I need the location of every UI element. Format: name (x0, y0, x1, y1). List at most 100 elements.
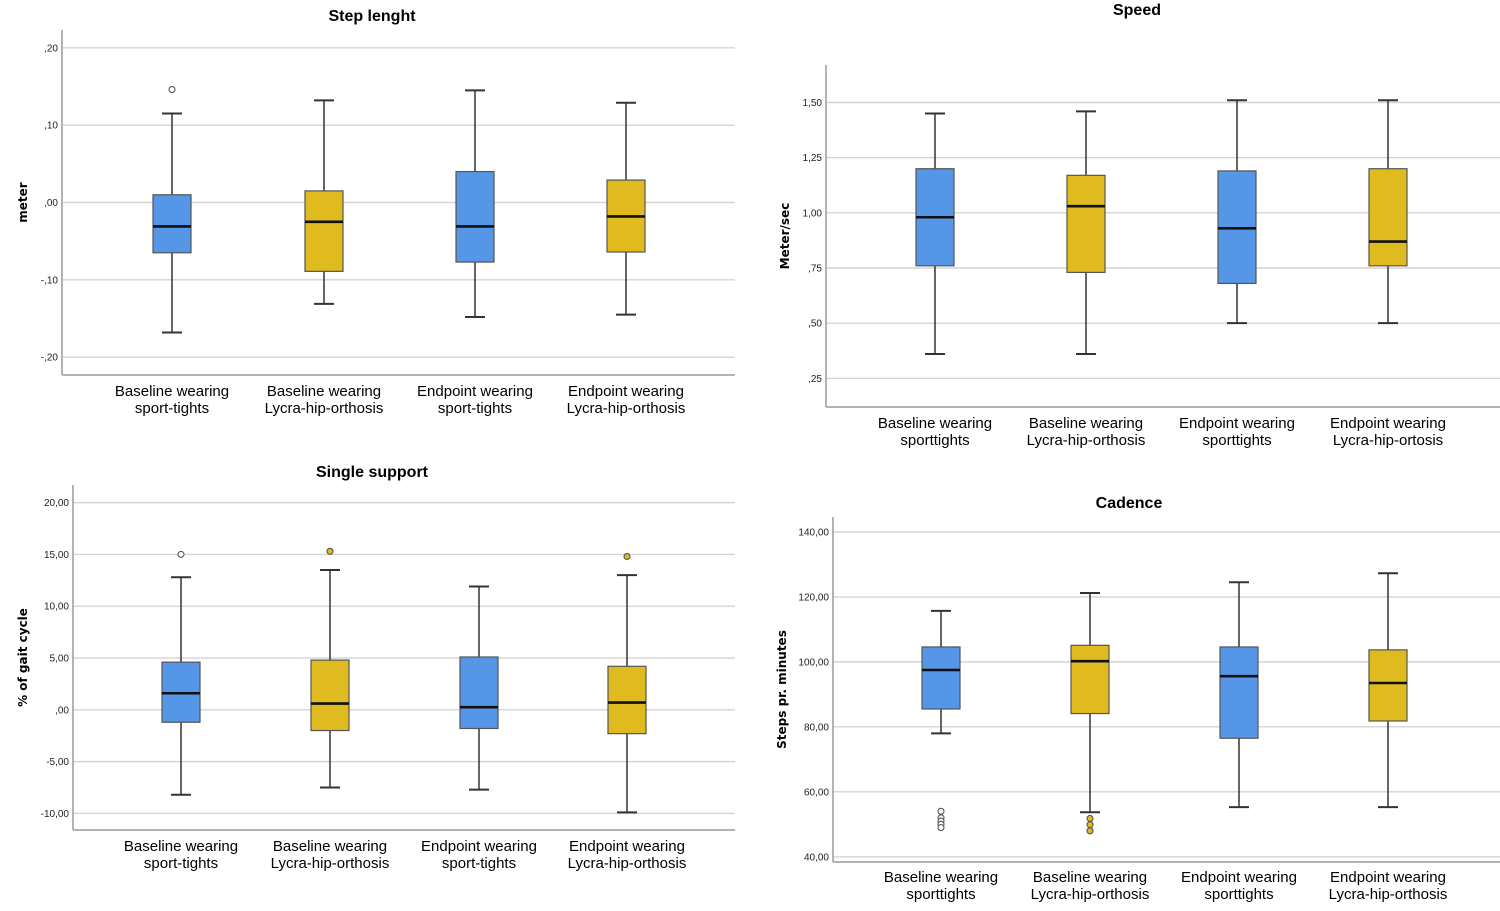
x-category-label-line: Lycra-hip-orthosis (568, 855, 687, 872)
y-axis-label: Steps pr. minutes (775, 630, 789, 749)
x-category-label-line: sporttights (1204, 886, 1273, 903)
x-category-label: Endpoint wearing Lycra-hip-orthosis (567, 383, 686, 417)
outlier-point (1086, 814, 1094, 823)
box-1 (152, 86, 192, 334)
iqr-box (1219, 646, 1259, 739)
y-tick-label: 20,00 (44, 498, 69, 509)
iqr-box (1368, 168, 1408, 267)
x-category-label: Endpoint wearing sport-tights (417, 383, 533, 417)
box-1 (921, 609, 961, 832)
x-category-label-line: Lycra-hip-orthosis (567, 400, 686, 417)
chart-speed: Speed 1,50 1,25 1,00 ,75 ,50 ,25 Meter/sec Basel… (778, 2, 1500, 449)
x-category-label-line: Baseline wearing (1033, 869, 1147, 886)
x-category-label-line: sporttights (900, 432, 969, 449)
x-category-label-line: Endpoint wearing (1330, 869, 1446, 886)
iqr-box (1070, 644, 1110, 715)
x-category-label-line: sporttights (906, 886, 975, 903)
iqr-box (455, 170, 495, 263)
outlier-point (326, 547, 334, 555)
x-category-label-line: Baseline wearing (267, 383, 381, 400)
x-category-label-line: sport-tights (438, 400, 512, 417)
outlier-point (937, 824, 945, 832)
x-category-label-line: sport-tights (442, 855, 516, 872)
x-category-label: Baseline wearing sport-tights (124, 838, 238, 872)
y-tick-label: 140,00 (798, 527, 829, 538)
x-category-label-line: Baseline wearing (115, 383, 229, 400)
y-tick-label: 15,00 (44, 550, 69, 561)
y-tick-label: 1,50 (803, 98, 823, 109)
chart-step-length: Step lenght ,20 ,10 ,00 -,10 -,20 meter Baselin… (16, 8, 735, 417)
x-category-label: Baseline wearing Lycra-hip-orthosis (1031, 869, 1150, 903)
x-category-label: Baseline wearing sporttights (884, 869, 998, 903)
x-category-label-line: Lycra-hip-orthosis (271, 855, 390, 872)
x-category-label: Baseline wearing Lycra-hip-orthosis (265, 383, 384, 417)
y-tick-label: 80,00 (804, 722, 829, 733)
x-category-label-line: Endpoint wearing (1330, 415, 1446, 432)
x-category-label-line: Endpoint wearing (417, 383, 533, 400)
outlier-point (623, 552, 631, 561)
x-category-label-line: Lycra-hip-ortosis (1333, 432, 1443, 449)
box-4 (1368, 99, 1408, 325)
x-category-label-line: Endpoint wearing (1181, 869, 1297, 886)
x-category-label: Baseline wearing sporttights (878, 415, 992, 449)
box-4 (606, 101, 646, 316)
chart-single-support: Single support 20,00 15,00 10,00 5,00 ,00 -5,0… (16, 464, 735, 872)
x-category-label-line: Endpoint wearing (1179, 415, 1295, 432)
y-tick-label: ,00 (44, 198, 58, 209)
x-category-label: Endpoint wearing sporttights (1181, 869, 1297, 903)
box-1 (915, 112, 955, 356)
box-2 (1066, 110, 1106, 356)
outlier-point (1086, 821, 1094, 829)
x-category-label-line: Endpoint wearing (569, 838, 685, 855)
x-category-label: Baseline wearing sport-tights (115, 383, 229, 417)
iqr-box (459, 656, 499, 730)
x-category-label-line: Baseline wearing (884, 869, 998, 886)
x-category-label-line: Baseline wearing (124, 838, 238, 855)
box-2 (304, 99, 344, 305)
y-tick-label: 1,25 (803, 153, 823, 164)
outlier-point (177, 550, 185, 558)
y-tick-label: 5,00 (50, 654, 70, 665)
x-category-label-line: Lycra-hip-orthosis (1329, 886, 1448, 903)
x-category-label-line: Lycra-hip-orthosis (1027, 432, 1146, 449)
x-category-label: Baseline wearing Lycra-hip-orthosis (1027, 415, 1146, 449)
y-tick-label: ,75 (808, 263, 822, 274)
chart-title: Speed (1113, 2, 1161, 19)
x-category-label-line: Baseline wearing (878, 415, 992, 432)
outlier-point (1086, 827, 1094, 835)
iqr-box (1368, 649, 1408, 722)
x-category-label: Endpoint wearing Lycra-hip-orthosis (1329, 869, 1448, 903)
chart-title: Single support (316, 464, 429, 481)
x-category-label: Endpoint wearing Lycra-hip-ortosis (1330, 415, 1446, 449)
chart-cadence: Cadence 140,00 120,00 100,00 80,00 60,00 40,00… (775, 495, 1500, 903)
y-tick-label: 120,00 (798, 592, 829, 603)
iqr-box (310, 659, 350, 732)
iqr-box (304, 190, 344, 272)
chart-title: Cadence (1096, 495, 1163, 512)
y-axis-label: % of gait cycle (16, 608, 30, 707)
x-category-label: Baseline wearing Lycra-hip-orthosis (271, 838, 390, 872)
x-category-label: Endpoint wearing Lycra-hip-orthosis (568, 838, 687, 872)
box-3 (1219, 581, 1259, 809)
y-tick-label: ,10 (44, 121, 58, 132)
iqr-box (607, 665, 647, 735)
box-3 (1217, 99, 1257, 325)
y-tick-label: 60,00 (804, 787, 829, 798)
x-category-label-line: Endpoint wearing (421, 838, 537, 855)
y-tick-label: -5,00 (46, 757, 69, 768)
y-tick-label: 1,00 (803, 208, 823, 219)
x-category-label-line: Baseline wearing (1029, 415, 1143, 432)
iqr-box (1066, 174, 1106, 274)
box-2 (310, 547, 350, 789)
y-tick-label: ,20 (44, 43, 58, 54)
outlier-point (937, 807, 945, 815)
y-axis-label: Meter/sec (778, 203, 792, 270)
x-category-label-line: Endpoint wearing (568, 383, 684, 400)
y-tick-label: 40,00 (804, 852, 829, 863)
y-tick-label: ,00 (55, 705, 69, 716)
x-category-label: Endpoint wearing sport-tights (421, 838, 537, 872)
y-tick-label: 100,00 (798, 657, 829, 668)
y-tick-label: -,20 (41, 353, 59, 364)
y-tick-label: -,10 (41, 275, 59, 286)
